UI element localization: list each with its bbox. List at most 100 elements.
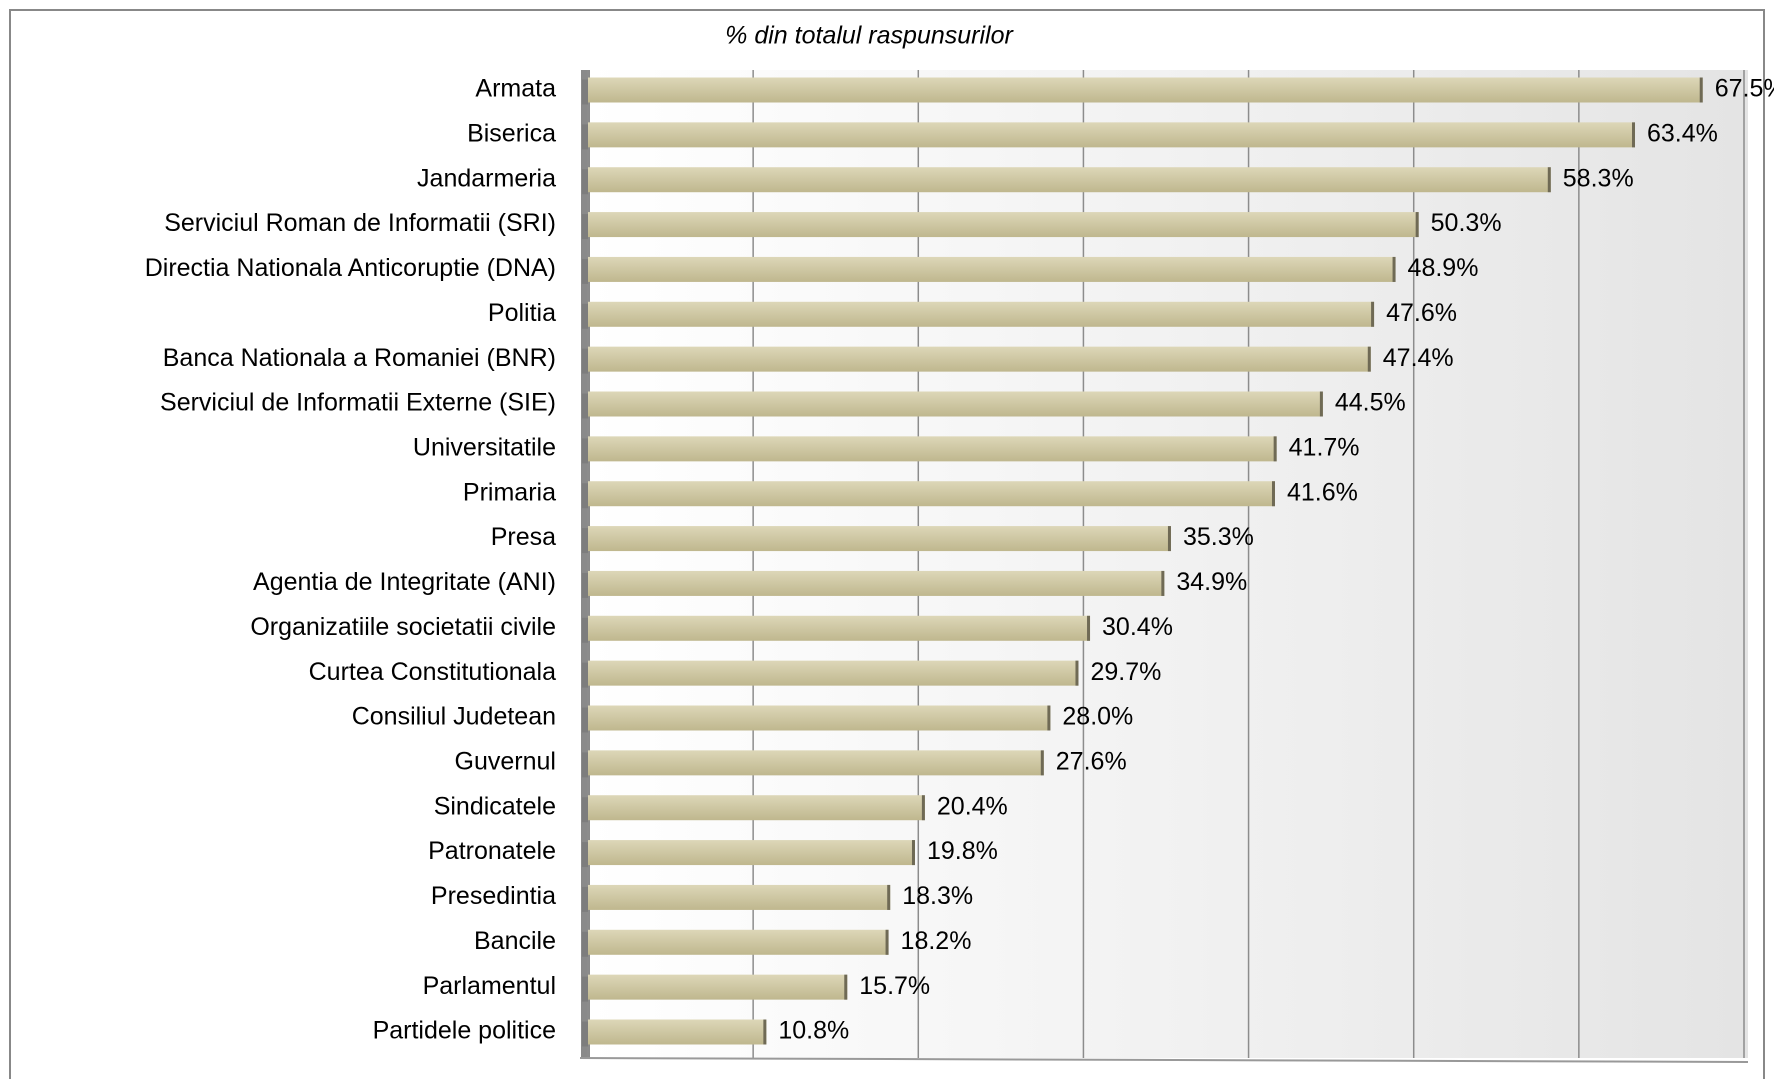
bar <box>588 660 1079 686</box>
category-label: Presedintia <box>431 882 556 910</box>
value-label: 29.7% <box>1090 658 1161 686</box>
bar <box>588 167 1551 193</box>
value-label: 27.6% <box>1056 747 1127 775</box>
bar-start <box>582 662 588 688</box>
value-label: 35.3% <box>1183 523 1254 551</box>
category-label: Primaria <box>463 478 556 506</box>
bar-start <box>582 572 588 598</box>
bar-end <box>887 884 891 910</box>
value-label: 10.8% <box>778 1017 849 1045</box>
bar <box>588 391 1323 417</box>
bar <box>588 974 848 1000</box>
value-label: 50.3% <box>1431 209 1502 237</box>
category-label: Consiliul Judetean <box>352 703 556 731</box>
bar-start <box>582 79 588 105</box>
bar-end <box>1040 750 1044 776</box>
bar-start <box>582 842 588 868</box>
value-label: 63.4% <box>1647 119 1718 147</box>
bar-start <box>582 124 588 150</box>
bar <box>588 481 1275 507</box>
bar <box>588 570 1165 596</box>
bar-end <box>1415 212 1419 238</box>
value-label: 44.5% <box>1335 389 1406 417</box>
category-label: Guvernul <box>455 747 556 775</box>
bar <box>588 929 889 955</box>
category-label: Curtea Constitutionala <box>309 658 556 686</box>
bar-start <box>582 931 588 957</box>
bar-end <box>1547 167 1551 193</box>
bar-end <box>1167 526 1171 552</box>
category-label: Partidele politice <box>373 1017 556 1045</box>
bar-start <box>582 976 588 1002</box>
value-label: 47.6% <box>1386 299 1457 327</box>
bar-end <box>1273 436 1277 462</box>
value-label: 18.2% <box>901 927 972 955</box>
value-label: 30.4% <box>1102 613 1173 641</box>
value-label: 67.5% <box>1715 75 1774 103</box>
category-label: Patronatele <box>428 837 556 865</box>
bar <box>588 436 1277 462</box>
value-label: 47.4% <box>1383 344 1454 372</box>
bar-start <box>582 348 588 374</box>
chart-title: % din totalul raspunsurilor <box>725 22 1014 50</box>
category-label: Sindicatele <box>434 792 556 820</box>
category-label: Armata <box>475 75 556 103</box>
category-label: Agentia de Integritate (ANI) <box>253 568 556 596</box>
bar-end <box>1161 570 1165 596</box>
bar-end <box>1271 481 1275 507</box>
bar-end <box>1392 256 1396 282</box>
bar-end <box>844 974 848 1000</box>
bar-start <box>582 258 588 284</box>
bar-start <box>582 707 588 733</box>
category-label: Directia Nationala Anticoruptie (DNA) <box>145 254 556 282</box>
side-wall <box>581 70 590 1058</box>
value-label: 34.9% <box>1176 568 1247 596</box>
value-label: 15.7% <box>859 972 930 1000</box>
bar-start <box>582 617 588 643</box>
bar-start <box>582 169 588 195</box>
value-label: 20.4% <box>937 792 1008 820</box>
bar-end <box>921 795 925 821</box>
bar-end <box>1319 391 1323 417</box>
bar <box>588 1019 767 1045</box>
category-label: Organizatiile societatii civile <box>250 613 556 641</box>
bar-start <box>582 797 588 823</box>
value-label: 41.7% <box>1289 433 1360 461</box>
bar-start <box>582 483 588 509</box>
category-label: Serviciul de Informatii Externe (SIE) <box>160 389 556 417</box>
category-label: Banca Nationala a Romaniei (BNR) <box>163 344 556 372</box>
category-label: Parlamentul <box>423 972 556 1000</box>
bar-start <box>582 752 588 778</box>
bar <box>588 212 1419 238</box>
value-label: 19.8% <box>927 837 998 865</box>
category-label: Universitatile <box>413 433 556 461</box>
bar-end <box>911 840 915 866</box>
value-label: 41.6% <box>1287 478 1358 506</box>
bar <box>588 526 1171 552</box>
value-label: 18.3% <box>902 882 973 910</box>
bar-start <box>582 1021 588 1047</box>
floor-line <box>579 1057 1749 1063</box>
bar-end <box>1699 77 1703 103</box>
bar <box>588 256 1396 282</box>
category-label: Jandarmeria <box>417 164 556 192</box>
bar-end <box>1075 660 1079 686</box>
bar-start <box>582 393 588 419</box>
bar-end <box>1087 615 1091 641</box>
bar-end <box>1367 346 1371 372</box>
bar <box>588 884 891 910</box>
category-label: Biserica <box>467 119 556 147</box>
category-label: Bancile <box>474 927 556 955</box>
bar <box>588 122 1636 148</box>
bar <box>588 301 1375 327</box>
category-label: Serviciul Roman de Informatii (SRI) <box>164 209 556 237</box>
bar-start <box>582 303 588 329</box>
category-label: Presa <box>491 523 556 551</box>
bar <box>588 705 1051 731</box>
bar-end <box>763 1019 767 1045</box>
bar <box>588 346 1371 372</box>
value-label: 58.3% <box>1563 164 1634 192</box>
bar-start <box>582 438 588 464</box>
bar-end <box>1371 301 1375 327</box>
